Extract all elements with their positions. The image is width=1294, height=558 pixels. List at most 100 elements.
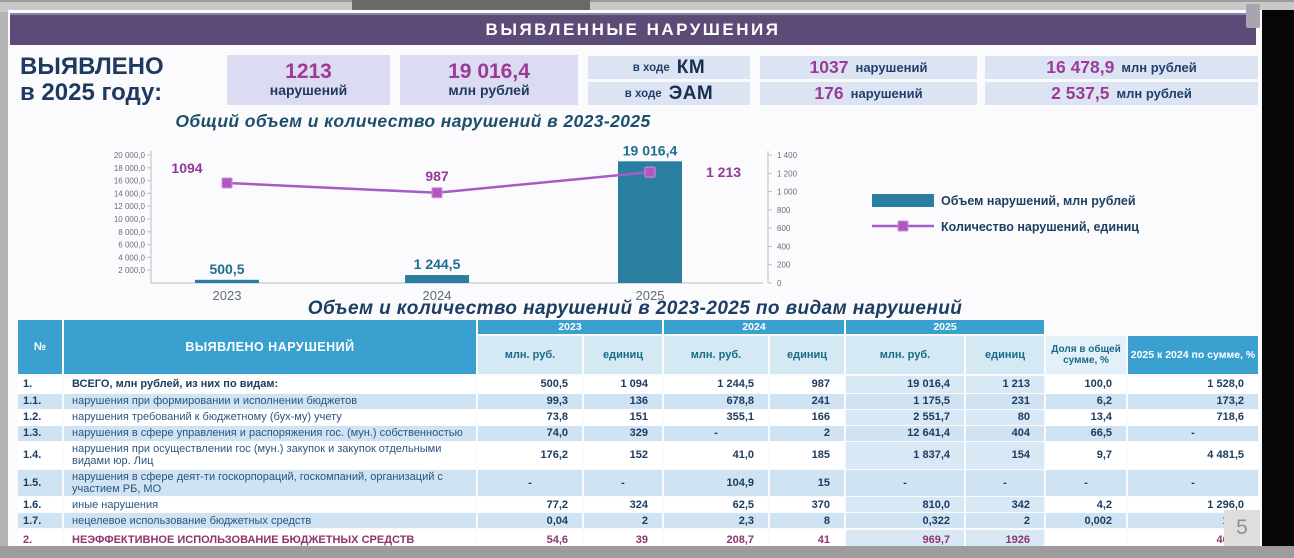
table-row-15: 1.5. нарушения в сфере деят-ти госкорпора… (18, 469, 1258, 497)
row-value-1: 39 (584, 530, 662, 551)
table-body: 1. ВСЕГО, млн рублей, из них по видам: 500… (18, 376, 1258, 551)
table-title: Объем и количество нарушений в 2023-2025… (307, 298, 963, 319)
col-header-2025-units: единиц (966, 336, 1044, 374)
row-value-0: 73,8 (478, 410, 582, 425)
row-num: 1.4. (18, 442, 62, 469)
col-header-ratio: 2025 к 2024 по сумме, % (1128, 336, 1258, 374)
right-tick-label: 1 200 (777, 169, 798, 178)
row-value-3: 987 (770, 376, 844, 393)
row-value-4: 12 641,4 (846, 426, 964, 441)
row-value-6: 4,2 (1046, 497, 1126, 513)
row-value-5: 80 (966, 410, 1044, 425)
row-value-4: 1 175,5 (846, 394, 964, 409)
row-value-4: 1 837,4 (846, 442, 964, 469)
row-value-7: - (1128, 426, 1258, 441)
left-tick-label: 6 000,0 (118, 241, 145, 250)
eam-amount-box: 2 537,5 млн рублей (985, 82, 1258, 105)
total-amount-unit: млн рублей (448, 82, 530, 99)
violations-table: № ВЫЯВЛЕНО НАРУШЕНИЙ 2023 2024 2025 млн.… (18, 320, 1258, 551)
summary-label-line2: в 2025 году: (20, 78, 163, 106)
right-tick-label: 1 000 (777, 188, 798, 197)
legend-bar-swatch (872, 194, 934, 207)
row-value-6: 66,5 (1046, 426, 1126, 441)
row-value-5: 231 (966, 394, 1044, 409)
row-value-6: 100,0 (1046, 376, 1126, 393)
row-value-1: 152 (584, 442, 662, 469)
table-row-11: 1.1. нарушения при формировании и исполне… (18, 394, 1258, 409)
right-tick-label: 200 (777, 261, 791, 270)
row-name: ВСЕГО, млн рублей, из них по видам: (64, 376, 476, 393)
eam-amount-unit: млн рублей (1116, 86, 1192, 101)
row-name: нарушения требований к бюджетному (бух-м… (64, 410, 476, 425)
row-value-4: 810,0 (846, 497, 964, 513)
combo-chart: 2 000,0 4 000,0 6 000,0 8 000,0 10 000,0 12 0… (114, 142, 1139, 303)
row-value-2: 2,3 (664, 513, 768, 529)
summary-label: ВЫЯВЛЕНО в 2025 году: (20, 54, 230, 106)
total-violations-unit: нарушений (269, 82, 348, 99)
x-category-label: 2023 (213, 288, 242, 303)
row-num: 1.3. (18, 426, 62, 441)
row-value-1: 324 (584, 497, 662, 513)
chart-title: Общий объем и количество нарушений в 202… (175, 111, 651, 131)
right-tick-label: 400 (777, 242, 791, 251)
km-count-value: 1037 (809, 57, 849, 77)
slide-title: ВЫЯВЛЕННЫЕ НАРУШЕНИЯ (485, 20, 781, 39)
col-header-2023: 2023 (478, 320, 662, 334)
summary-label-line1: ВЫЯВЛЕНО (20, 53, 164, 80)
row-num: 1.6. (18, 497, 62, 513)
row-value-0: 0,04 (478, 513, 582, 529)
row-num: 1.7. (18, 513, 62, 529)
bar-2023 (195, 279, 259, 283)
legend-line-label: Количество нарушений, единиц (941, 220, 1139, 234)
col-header-2024-units: единиц (770, 336, 844, 374)
row-value-7: 718,6 (1128, 410, 1258, 425)
top-bezel-dark-segment (352, 0, 590, 10)
slide-title-bar: ВЫЯВЛЕННЫЕ НАРУШЕНИЯ (10, 13, 1256, 45)
left-tick-label: 14 000,0 (114, 189, 146, 198)
row-value-0: 74,0 (478, 426, 582, 441)
col-header-2024-mln: млн. руб. (664, 336, 768, 374)
row-value-7: 1 528,0 (1128, 376, 1258, 393)
eam-count-unit: нарушений (850, 86, 923, 101)
row-value-0: - (478, 469, 582, 497)
row-name: нарушения в сфере управления и распоряже… (64, 426, 476, 441)
left-tick-label: 20 000,0 (114, 151, 146, 160)
x-category-label: 2025 (636, 288, 665, 303)
row-num: 1.5. (18, 469, 62, 497)
table-row-12: 1.2. нарушения требований к бюджетному (б… (18, 410, 1258, 425)
km-kind-box: в ходе КМ (588, 56, 750, 79)
row-value-4: 0,322 (846, 513, 964, 529)
row-value-5: 404 (966, 426, 1044, 441)
row-value-3: 241 (770, 394, 844, 409)
row-value-3: 15 (770, 469, 844, 497)
row-value-1: 2 (584, 513, 662, 529)
left-tick-label: 18 000,0 (114, 164, 146, 173)
row-value-7: 4 481,5 (1128, 442, 1258, 469)
right-tick-label: 1 400 (777, 151, 798, 160)
line-label-2023: 1094 (171, 160, 202, 176)
km-kind: КМ (676, 56, 706, 78)
row-value-7: 1 296,0 (1128, 497, 1258, 513)
right-letterbox (1262, 10, 1294, 546)
row-value-3: 2 (770, 426, 844, 441)
row-value-2: - (664, 426, 768, 441)
row-num: 1. (18, 376, 62, 393)
row-name: иные нарушения (64, 497, 476, 513)
row-value-4: 969,7 (846, 530, 964, 551)
bar-2024 (405, 275, 469, 283)
row-value-1: - (584, 469, 662, 497)
row-value-3: 370 (770, 497, 844, 513)
row-name: нарушения в сфере деят-ти госкорпораций,… (64, 469, 476, 497)
table-row-13: 1.3. нарушения в сфере управления и распо… (18, 426, 1258, 441)
line-label-2025: 1 213 (706, 164, 741, 180)
total-amount-value: 19 016,4 (448, 60, 530, 84)
row-value-0: 500,5 (478, 376, 582, 393)
row-value-5: 1926 (966, 530, 1044, 551)
row-value-6: 0,002 (1046, 513, 1126, 529)
row-value-2: 41,0 (664, 442, 768, 469)
km-prefix: в ходе (632, 61, 670, 74)
row-value-7: 173,2 (1128, 394, 1258, 409)
row-value-2: 62,5 (664, 497, 768, 513)
left-tick-label: 12 000,0 (114, 202, 146, 211)
total-violations-box: 1213 нарушений (227, 55, 390, 105)
